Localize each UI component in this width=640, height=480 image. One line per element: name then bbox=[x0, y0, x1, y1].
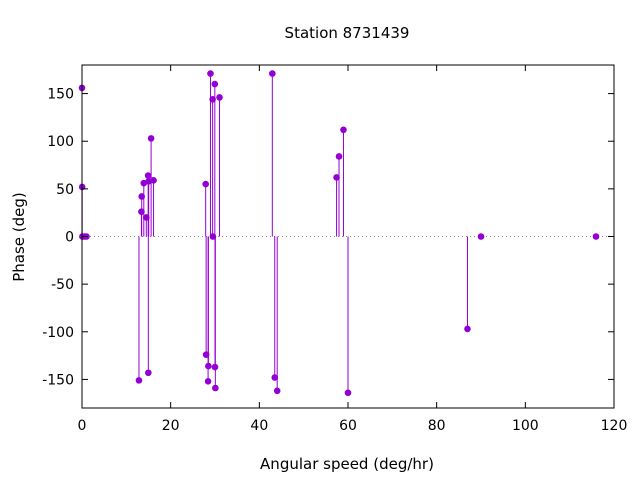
y-tick-label: -50 bbox=[51, 277, 74, 293]
data-point bbox=[145, 177, 152, 185]
data-point bbox=[212, 384, 219, 392]
data-point bbox=[340, 126, 347, 134]
data-point bbox=[205, 362, 212, 370]
data-point bbox=[145, 369, 152, 377]
data-point bbox=[464, 325, 471, 333]
data-point bbox=[273, 387, 281, 395]
x-tick-label: 20 bbox=[162, 418, 180, 434]
data-point bbox=[344, 389, 352, 397]
data-point bbox=[202, 180, 209, 188]
data-point bbox=[150, 176, 157, 184]
data-point bbox=[477, 233, 485, 240]
x-tick-label: 100 bbox=[512, 418, 539, 434]
data-point bbox=[333, 174, 340, 181]
y-tick-label: 50 bbox=[56, 182, 74, 198]
data-point bbox=[204, 378, 212, 385]
x-tick-label: 120 bbox=[601, 418, 628, 434]
y-tick-label: 150 bbox=[47, 87, 74, 103]
data-point bbox=[592, 233, 600, 240]
data-point bbox=[135, 377, 143, 384]
axes: 0 20 40 60 80 100 120 -150 -100 -50 0 50 100 150 bbox=[42, 65, 627, 434]
data-point bbox=[211, 80, 219, 88]
y-tick-label: -100 bbox=[42, 325, 74, 341]
x-axis-title: Angular speed (deg/hr) bbox=[260, 455, 434, 473]
data-point bbox=[207, 70, 214, 77]
x-tick-label: 80 bbox=[428, 418, 446, 434]
y-tick-label: 100 bbox=[47, 134, 74, 150]
x-tick-label: 40 bbox=[250, 418, 268, 434]
y-tick-label: 0 bbox=[65, 230, 74, 246]
data-point bbox=[271, 374, 279, 381]
data-point bbox=[144, 172, 152, 179]
data-point bbox=[335, 153, 343, 160]
data-point bbox=[209, 96, 216, 103]
chart-title: Station 8731439 bbox=[285, 24, 410, 42]
data-point bbox=[216, 94, 223, 101]
plot-area bbox=[78, 70, 614, 397]
data-point bbox=[269, 70, 276, 77]
x-tick-label: 0 bbox=[78, 418, 87, 434]
x-tick-label: 60 bbox=[339, 418, 357, 434]
y-tick-label: -150 bbox=[42, 372, 74, 388]
data-point bbox=[147, 135, 155, 142]
y-axis-title: Phase (deg) bbox=[10, 192, 28, 282]
